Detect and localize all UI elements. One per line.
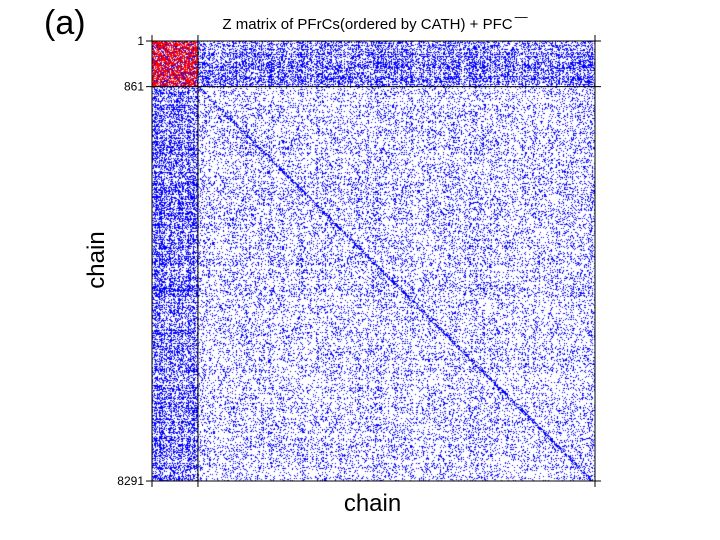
heatmap-raster xyxy=(152,41,595,481)
plot-border xyxy=(151,40,596,482)
chart-title: Z matrix of PFrCs(ordered by CATH) + PFC… xyxy=(0,9,720,33)
chart-title-text: Z matrix of PFrCs(ordered by CATH) + PFC xyxy=(222,16,513,33)
heatmap-canvas xyxy=(152,41,595,481)
heatmap-cells xyxy=(152,41,595,481)
axis-ticks: 1 861 8291 xyxy=(117,34,601,488)
x-axis-label: chain xyxy=(343,490,402,517)
chart-title-superscript: — xyxy=(514,9,528,24)
panel-label: (a) xyxy=(44,4,86,42)
y-axis-label: chain xyxy=(83,231,110,289)
y-tick-label: 8291 xyxy=(117,474,144,488)
y-tick-label: 861 xyxy=(124,80,144,94)
y-tick-label: 1 xyxy=(137,34,144,48)
plot-frame xyxy=(151,40,596,482)
